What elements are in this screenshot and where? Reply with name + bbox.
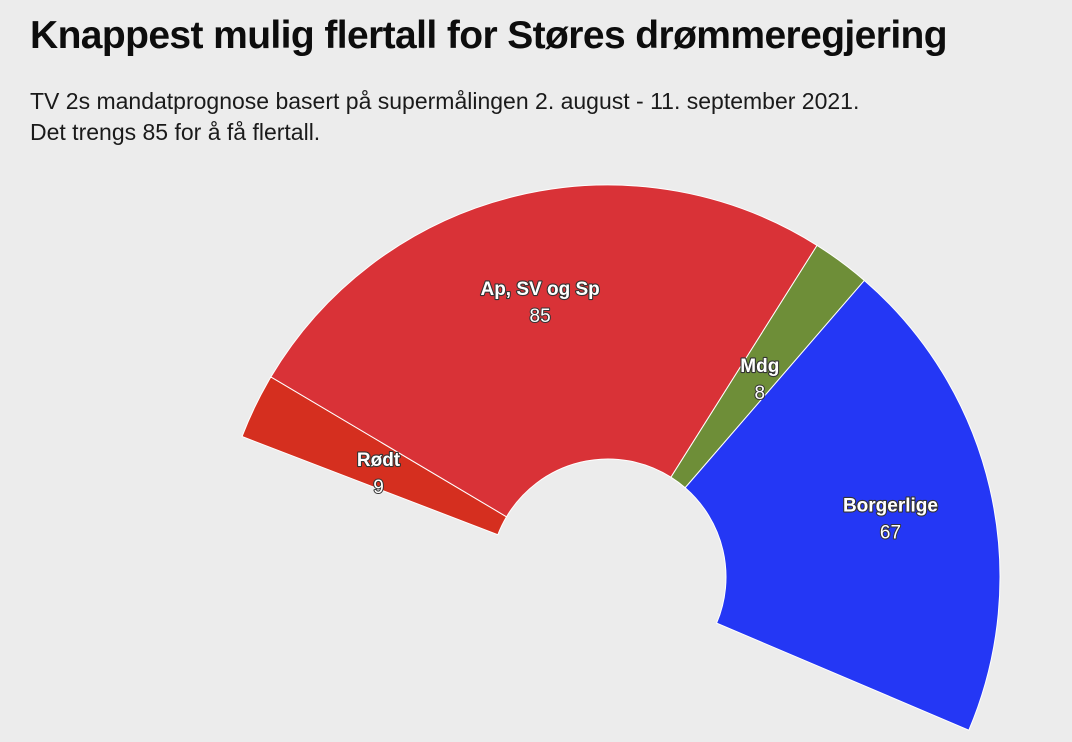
- chart-subtitle: TV 2s mandatprognose basert på supermåli…: [30, 86, 1060, 148]
- subtitle-line-1: TV 2s mandatprognose basert på supermåli…: [30, 88, 860, 114]
- slice-borgerlige: [684, 279, 1001, 731]
- slice-value-ap-sv-og-sp: 85: [530, 306, 551, 327]
- slice-label-borgerlige: Borgerlige: [843, 495, 938, 516]
- slice-label-mdg: Mdg: [740, 356, 779, 377]
- chart-labels: Rødt 9 Ap, SV og Sp 85 Mdg 8 Borgerlige 67: [356, 278, 939, 544]
- subtitle-line-2: Det trengs 85 for å få flertall.: [30, 119, 321, 145]
- slice-ap-sv-og-sp: [270, 184, 818, 518]
- slice-label-rodt: Rødt: [357, 450, 401, 471]
- slice-value-borgerlige: 67: [880, 522, 901, 543]
- slice-label-ap-sv-og-sp: Ap, SV og Sp: [480, 279, 599, 300]
- slice-value-rodt: 9: [373, 477, 384, 498]
- slice-value-mdg: 8: [755, 383, 766, 404]
- chart-title: Knappest mulig flertall for Støres drømm…: [30, 14, 948, 57]
- chart-slices: [241, 184, 1001, 731]
